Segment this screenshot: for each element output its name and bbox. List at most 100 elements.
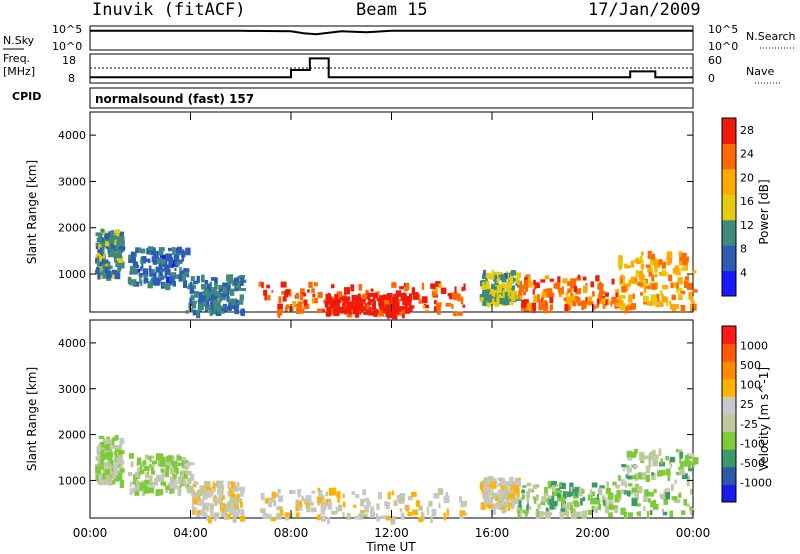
colorbar-segment: [722, 361, 736, 380]
heatmap-cell: [336, 291, 343, 299]
heatmap-cell: [95, 457, 100, 461]
heatmap-cell: [234, 498, 239, 504]
heatmap-cell: [266, 284, 270, 289]
heatmap-cell: [103, 453, 110, 460]
heatmap-cell: [533, 305, 536, 314]
heatmap-cell: [651, 472, 654, 476]
heatmap-cell: [668, 274, 673, 282]
heatmap-cell: [454, 286, 457, 293]
heatmap-cell: [547, 495, 554, 501]
heatmap-cell: [130, 252, 134, 261]
heatmap-cell: [117, 268, 121, 272]
heatmap-cell: [519, 295, 523, 300]
heatmap-cell: [560, 508, 565, 512]
heatmap-cell: [479, 280, 484, 287]
heatmap-cell: [631, 303, 636, 310]
heatmap-cell: [206, 514, 210, 521]
heatmap-cell: [545, 507, 549, 514]
mhz-label: [MHz]: [3, 65, 35, 78]
heatmap-cell: [104, 469, 111, 477]
heatmap-cell: [361, 297, 366, 304]
heatmap-cell: [134, 281, 140, 287]
velocity-y-axis-label: Slant Range [km]: [25, 367, 39, 471]
heatmap-cell: [400, 493, 406, 499]
heatmap-cell: [95, 474, 100, 482]
heatmap-cell: [378, 310, 384, 317]
heatmap-cell: [212, 299, 219, 306]
heatmap-cell: [102, 265, 105, 273]
heatmap-cell: [192, 483, 196, 487]
heatmap-cell: [627, 475, 633, 480]
heatmap-cell: [107, 248, 111, 254]
heatmap-cell: [526, 491, 531, 499]
heatmap-cell: [177, 462, 183, 467]
heatmap-cell: [279, 509, 284, 517]
heatmap-cell: [543, 305, 549, 314]
heatmap-cell: [679, 455, 682, 464]
heatmap-cell: [299, 308, 305, 314]
heatmap-cell: [232, 514, 236, 521]
heatmap-cell: [168, 247, 172, 252]
heatmap-cell: [165, 268, 171, 273]
heatmap-cell: [206, 289, 211, 298]
heatmap-cell: [112, 272, 115, 279]
heatmap-cell: [643, 285, 647, 294]
heatmap-cell: [562, 503, 566, 510]
heatmap-cell: [198, 291, 203, 300]
heatmap-cell: [134, 261, 138, 267]
heatmap-cell: [522, 291, 527, 296]
heatmap-cell: [285, 289, 290, 295]
heatmap-cell: [342, 512, 345, 518]
heatmap-cell: [304, 299, 308, 306]
heatmap-cell: [689, 304, 693, 312]
heatmap-cell: [214, 495, 218, 499]
heatmap-cell: [488, 481, 493, 485]
heatmap-cell: [158, 489, 164, 496]
nsearch-label: N.Search: [746, 30, 796, 43]
heatmap-cell: [567, 281, 571, 286]
heatmap-cell: [96, 259, 100, 267]
nsearch-tick-top: 10^5: [708, 23, 738, 36]
heatmap-cell: [129, 481, 132, 488]
heatmap-cell: [295, 292, 299, 298]
heatmap-cell: [284, 513, 289, 521]
heatmap-cell: [565, 506, 568, 511]
heatmap-cell: [569, 488, 575, 497]
heatmap-cell: [210, 277, 216, 281]
heatmap-cell: [624, 511, 628, 519]
heatmap-cell: [95, 463, 99, 468]
heatmap-cell: [297, 490, 301, 498]
heatmap-cell: [221, 513, 226, 518]
heatmap-cell: [528, 302, 533, 308]
heatmap-cell: [481, 502, 486, 510]
heatmap-cell: [176, 455, 182, 461]
beam-title: Beam 15: [356, 0, 428, 20]
heatmap-cell: [680, 290, 686, 295]
heatmap-cell: [681, 266, 687, 272]
heatmap-cell: [182, 479, 187, 486]
heatmap-cell: [428, 501, 433, 507]
heatmap-cell: [173, 474, 177, 479]
heatmap-cell: [227, 490, 230, 495]
heatmap-cell: [494, 279, 499, 285]
heatmap-cell: [229, 497, 234, 505]
heatmap-cell: [486, 497, 492, 505]
heatmap-cell: [483, 294, 487, 301]
heatmap-cell: [435, 281, 441, 287]
heatmap-cell: [392, 305, 396, 312]
heatmap-cell: [229, 302, 234, 309]
heatmap-cell: [188, 283, 191, 289]
velocity-colorbar-label: Velocity [m s^-1]: [757, 367, 771, 471]
heatmap-cell: [138, 482, 145, 491]
heatmap-cell: [268, 500, 272, 507]
heatmap-cell: [198, 303, 204, 311]
heatmap-cell: [108, 461, 114, 468]
heatmap-cell: [526, 495, 530, 504]
heatmap-cell: [440, 287, 447, 294]
heatmap-cell: [627, 483, 633, 487]
heatmap-cell: [405, 298, 412, 306]
heatmap-cell: [457, 293, 461, 302]
heatmap-cell: [196, 275, 200, 283]
heatmap-cell: [679, 255, 685, 261]
heatmap-cell: [137, 467, 140, 473]
